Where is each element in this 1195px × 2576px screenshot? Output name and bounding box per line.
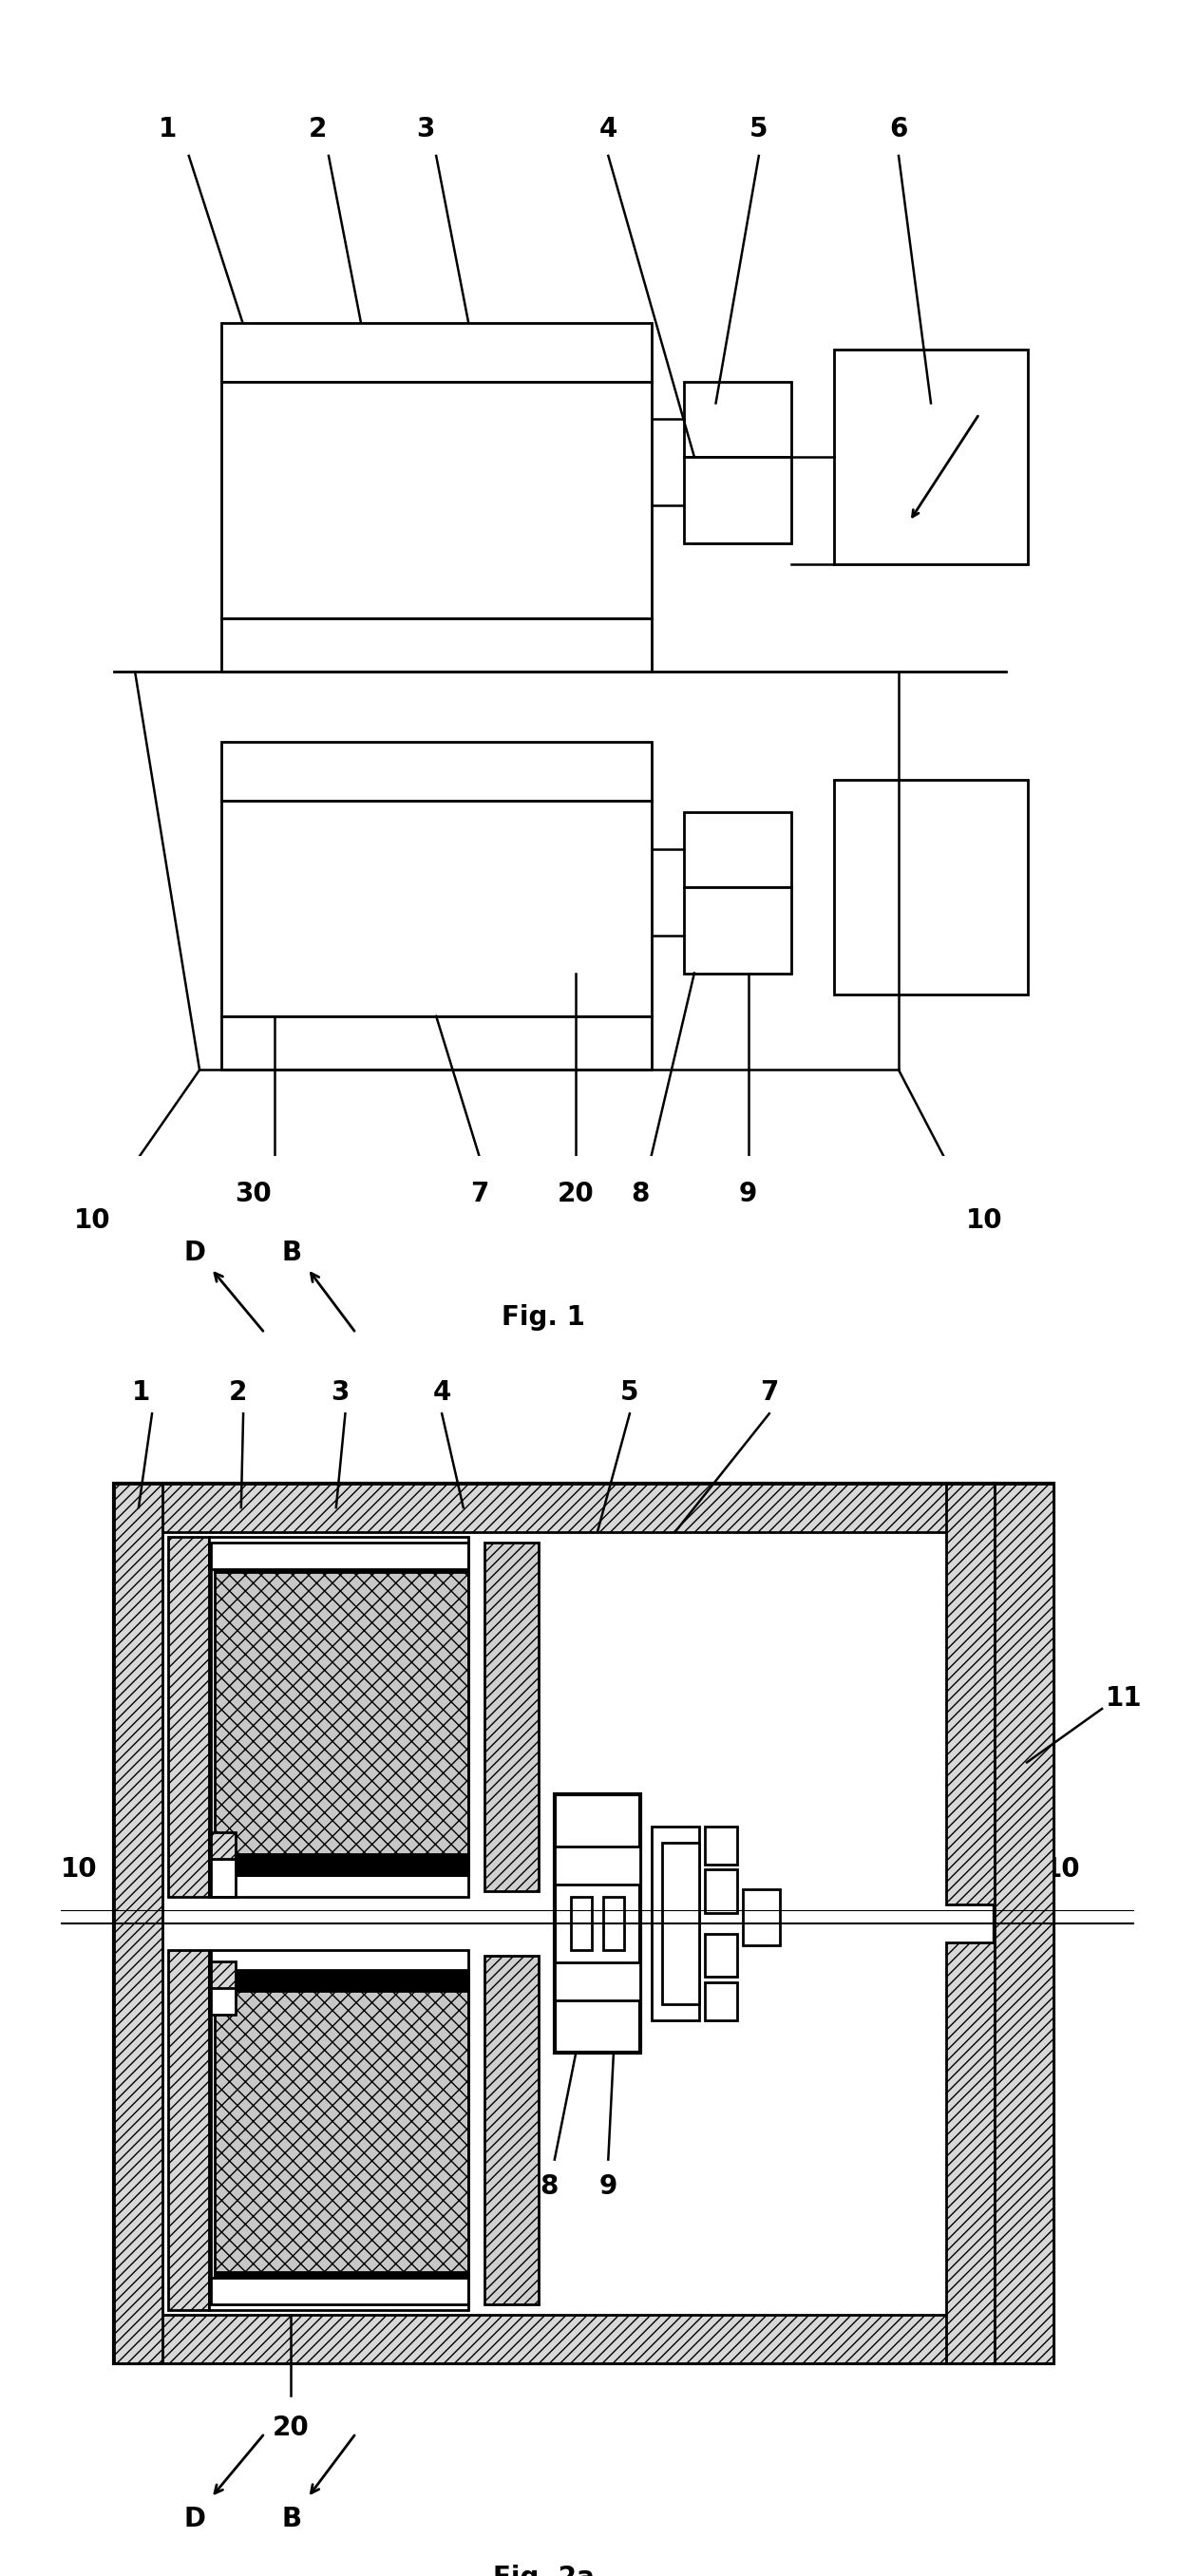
Bar [214,2272,468,2293]
Bar [705,1826,737,1865]
Text: D: D [184,2506,206,2532]
Text: B: B [282,1239,301,1265]
Bar [705,1984,737,2020]
Bar [221,381,651,618]
Text: 10: 10 [1044,1857,1080,1883]
Text: 5: 5 [749,116,768,142]
Text: 10: 10 [74,1208,110,1234]
Bar [209,1538,468,1569]
Text: 3: 3 [331,1378,349,1406]
Bar [485,1543,539,1891]
Text: 4: 4 [599,116,618,142]
Text: 2: 2 [308,116,327,142]
Bar [651,1826,699,2020]
Bar [212,1950,468,2306]
Text: 1: 1 [133,1378,151,1406]
Bar [214,1971,468,1991]
Bar [115,1484,163,2365]
Bar [214,1855,468,1875]
Text: 10: 10 [967,1208,1003,1234]
Text: D: D [184,1239,206,1265]
Bar [209,1978,235,2014]
Bar [485,1955,539,2306]
Text: 1: 1 [158,116,177,142]
Bar [662,1842,699,2004]
Bar [221,322,651,381]
Bar [684,456,791,544]
Text: 20: 20 [272,2414,310,2442]
Bar [994,1484,1054,2365]
Bar [214,1971,468,2293]
Bar [115,2316,994,2365]
Text: 5: 5 [620,1378,639,1406]
Bar [221,742,651,801]
Text: Fig. 1: Fig. 1 [502,1303,586,1332]
Text: B: B [282,2506,301,2532]
Bar [115,1484,994,2365]
Bar [168,1538,209,1896]
Bar [209,1832,235,1860]
Bar [834,781,1028,994]
Text: 3: 3 [416,116,435,142]
Text: 10: 10 [61,1857,98,1883]
Bar [554,1847,641,1886]
Bar [684,811,791,886]
Bar [214,1553,468,1875]
Text: 9: 9 [739,1180,758,1208]
Bar [212,1543,468,1896]
Text: 11: 11 [1105,1685,1141,1710]
Text: 8: 8 [540,2174,558,2200]
Bar [684,381,791,456]
Bar [684,886,791,974]
Text: 30: 30 [235,1180,271,1208]
Bar [115,1484,994,1533]
Bar [221,801,651,1015]
Bar [705,1935,737,1978]
Text: 4: 4 [433,1378,451,1406]
Bar [946,1942,994,2365]
Bar [602,1896,624,1950]
Bar [554,1795,641,2053]
Bar [209,1860,235,1896]
Text: 9: 9 [599,2174,618,2200]
Text: 8: 8 [631,1180,650,1208]
Bar [168,1950,209,2311]
Text: 7: 7 [760,1378,778,1406]
Bar [946,1484,994,1904]
Text: 7: 7 [470,1180,489,1208]
Bar [994,1484,1054,2365]
Bar [209,2277,468,2311]
Bar [571,1896,593,1950]
Bar [214,1551,468,1571]
Bar [742,1888,780,1945]
Bar [554,1963,641,2002]
Text: 20: 20 [558,1180,594,1208]
Bar [705,1870,737,1911]
Text: 2: 2 [228,1378,247,1406]
Bar [221,618,651,672]
Bar [834,350,1028,564]
Text: Fig. 2a: Fig. 2a [494,2566,595,2576]
Bar [221,1015,651,1069]
Bar [209,1960,235,1989]
Text: 6: 6 [889,116,908,142]
